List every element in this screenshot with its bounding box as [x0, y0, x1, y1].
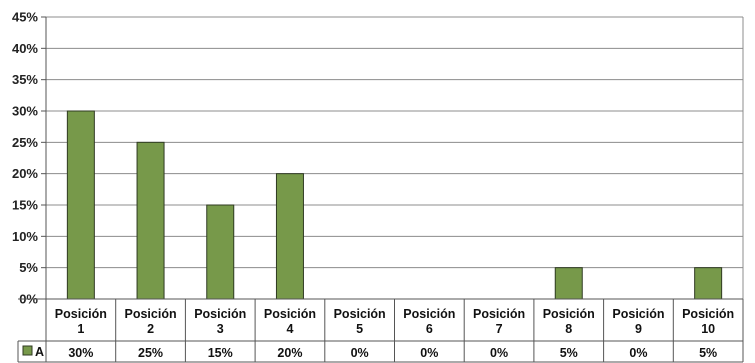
value-label: 0%	[351, 346, 369, 360]
category-label: Posición 1	[55, 307, 107, 336]
value-label: 20%	[277, 346, 302, 360]
category-label: Posición 3	[194, 307, 246, 336]
category-label: Posición 7	[473, 307, 525, 336]
y-tick-label: 30%	[12, 104, 38, 119]
legend-swatch	[22, 345, 33, 356]
value-label: 25%	[138, 346, 163, 360]
y-tick-label: 25%	[12, 135, 38, 150]
bar	[66, 110, 95, 300]
bar	[694, 267, 723, 300]
legend-label: A	[35, 345, 44, 359]
y-tick-label: 40%	[12, 41, 38, 56]
y-tick-label: 35%	[12, 72, 38, 87]
category-label: Posición 6	[403, 307, 455, 336]
category-label: Posición 8	[543, 307, 595, 336]
bar	[136, 141, 165, 300]
value-label: 15%	[208, 346, 233, 360]
value-label: 0%	[420, 346, 438, 360]
bar	[275, 173, 304, 300]
y-tick-label: 5%	[19, 260, 38, 275]
value-label: 5%	[699, 346, 717, 360]
category-label: Posición 2	[125, 307, 177, 336]
category-label: Posición 10	[682, 307, 734, 336]
value-label: 30%	[68, 346, 93, 360]
bar	[206, 204, 235, 300]
data-table: Posición 1 Posición 2 Posición 3 Posición 4 Posi…	[17, 298, 744, 363]
y-tick-label: 15%	[12, 198, 38, 213]
value-label: 0%	[490, 346, 508, 360]
bar	[554, 267, 583, 300]
value-label: 0%	[629, 346, 647, 360]
category-label: Posición 5	[334, 307, 386, 336]
bars	[66, 110, 723, 300]
y-axis-ticks: 0%5%10%15%20%25%30%35%40%45%	[12, 10, 46, 307]
value-label: 5%	[560, 346, 578, 360]
y-tick-label: 20%	[12, 166, 38, 181]
category-label: Posición 4	[264, 307, 316, 336]
category-label: Posición 9	[612, 307, 664, 336]
y-tick-label: 10%	[12, 229, 38, 244]
y-tick-label: 45%	[12, 10, 38, 25]
